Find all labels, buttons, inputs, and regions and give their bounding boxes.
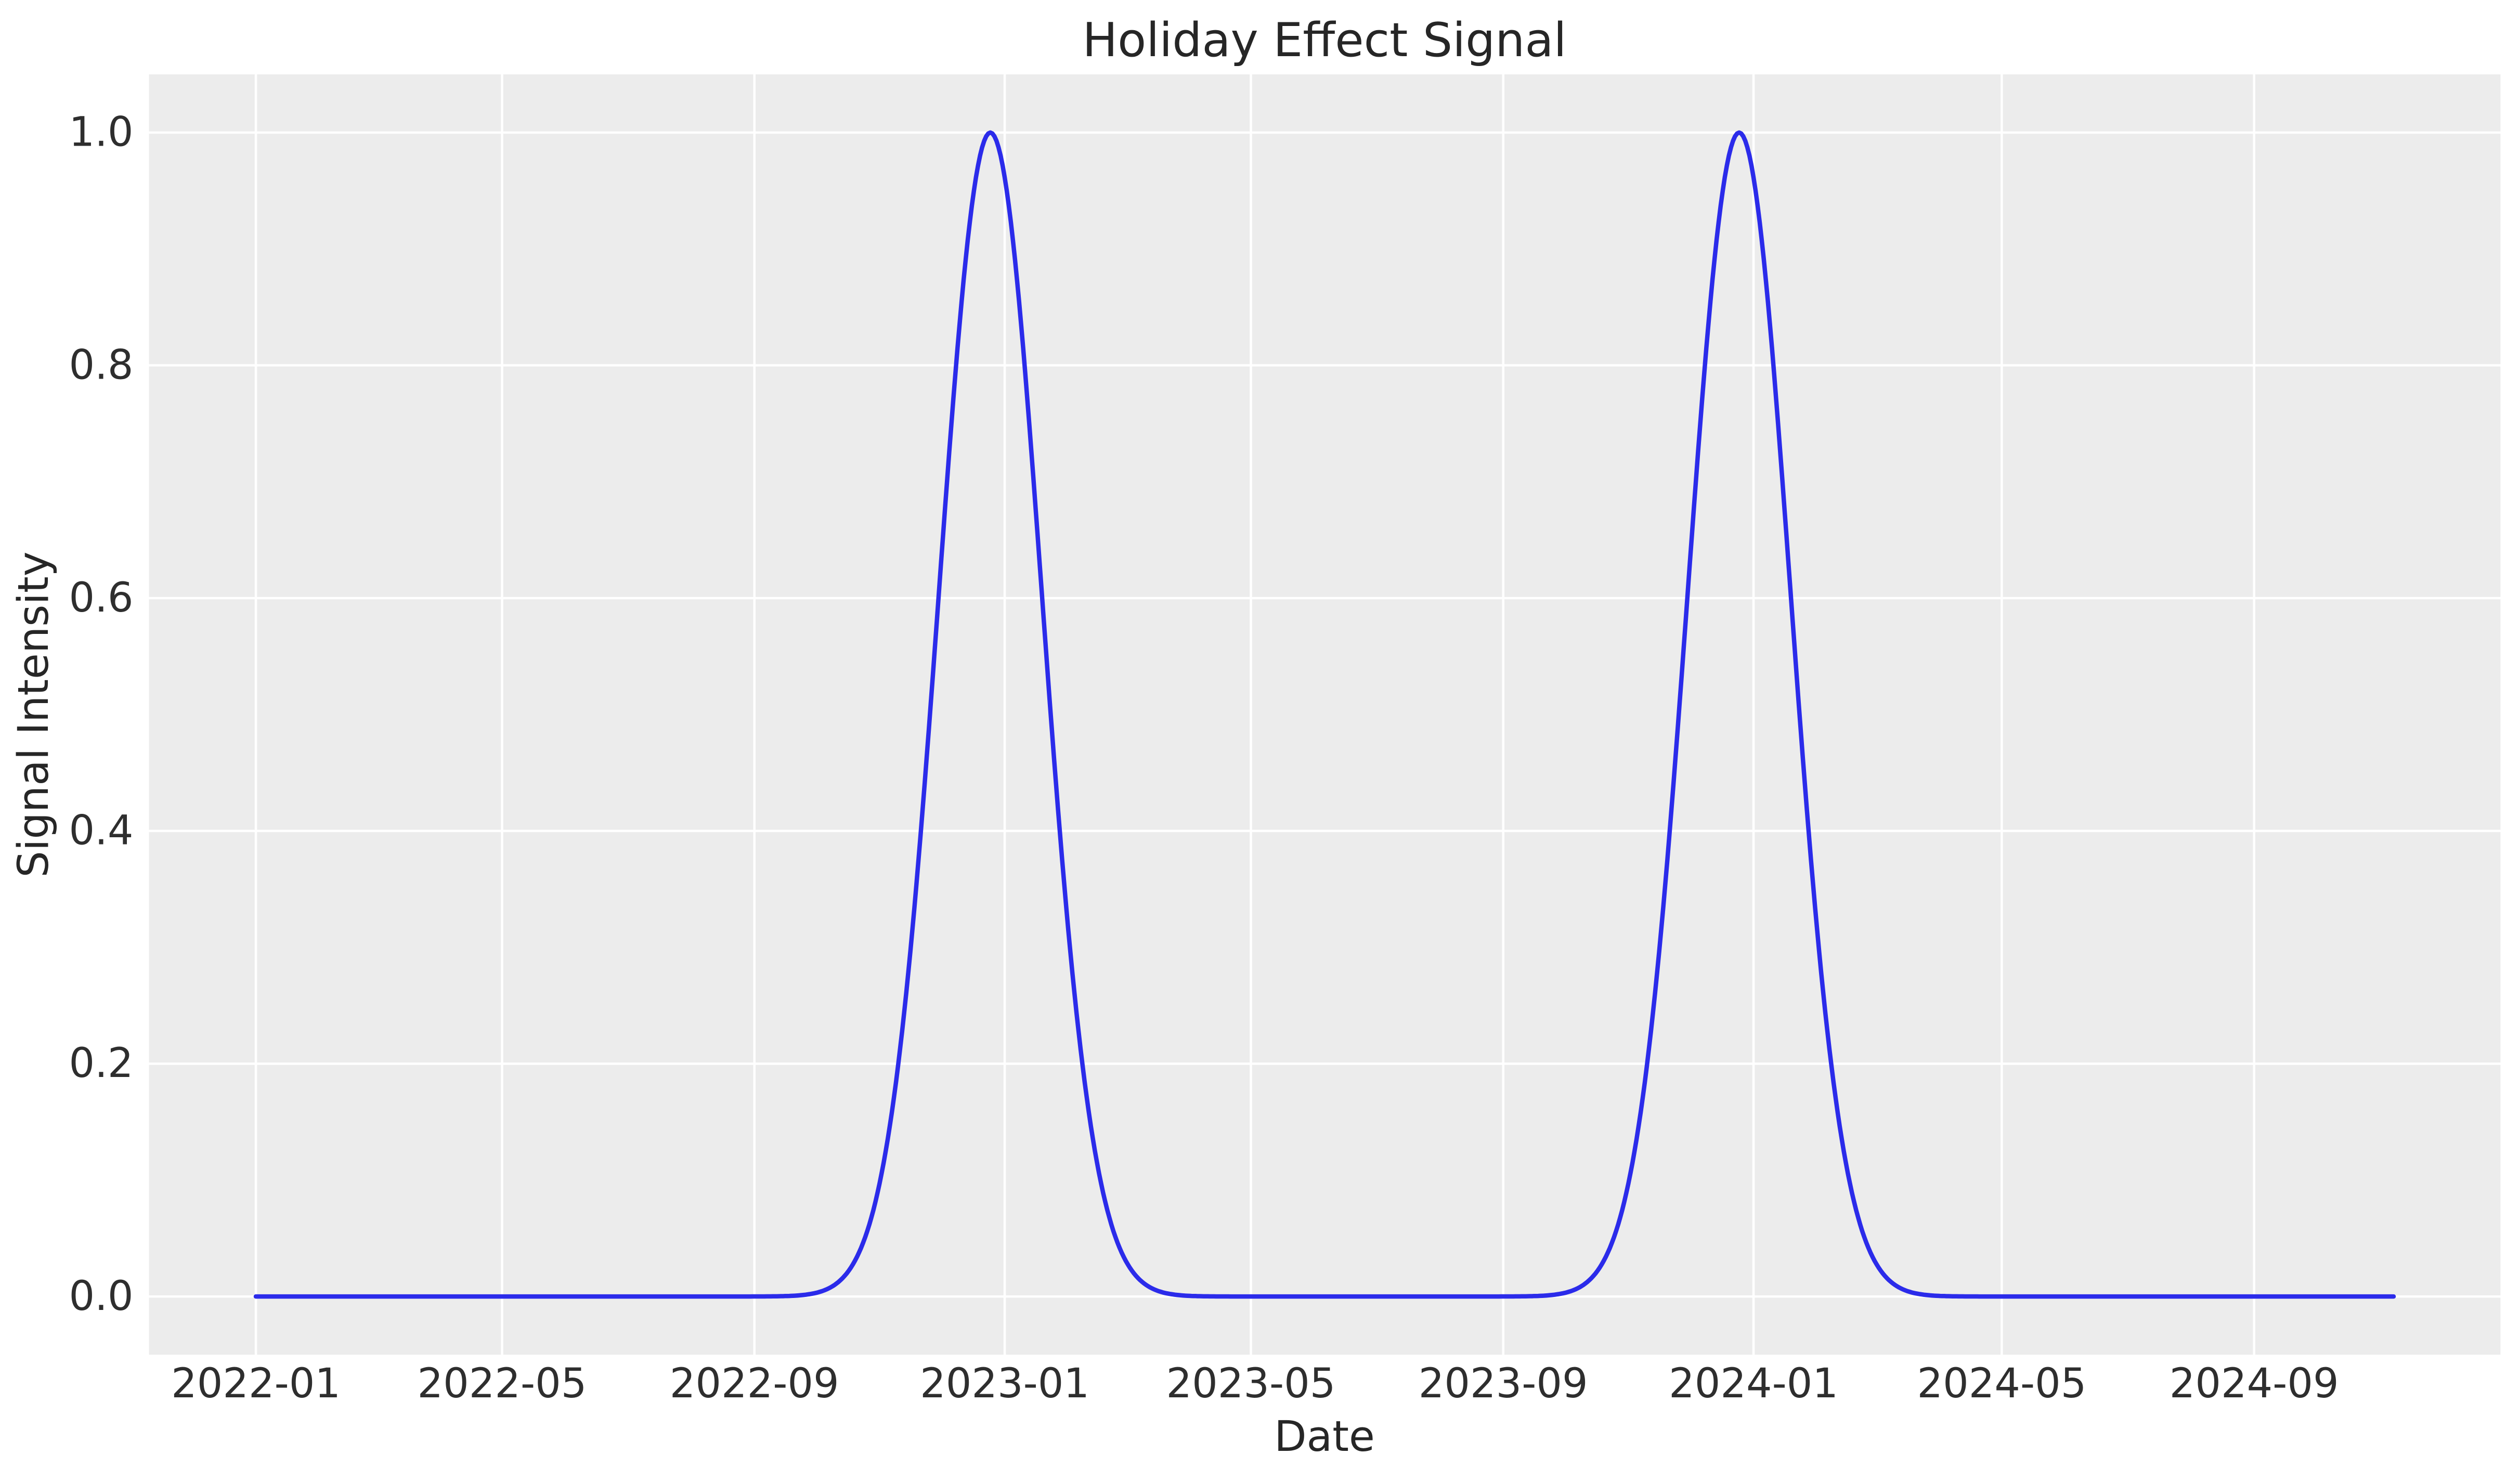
- y-tick-label: 0.4: [69, 808, 133, 854]
- y-axis-label: Signal Intensity: [9, 551, 58, 877]
- y-tick-label: 0.0: [69, 1273, 133, 1320]
- x-axis-label: Date: [1274, 1412, 1375, 1461]
- y-tick-label: 1.0: [69, 109, 133, 156]
- y-tick-label: 0.8: [69, 342, 133, 388]
- x-tick-label: 2023-01: [920, 1360, 1089, 1407]
- holiday-signal-line: [253, 130, 2396, 1299]
- x-tick-label: 2023-09: [1419, 1360, 1588, 1407]
- x-tick-label: 2024-09: [2170, 1360, 2339, 1407]
- x-tick-label: 2024-05: [1917, 1360, 2086, 1407]
- x-tick-label: 2023-05: [1166, 1360, 1336, 1407]
- y-tick-label: 0.2: [69, 1040, 133, 1087]
- x-tick-label: 2024-01: [1669, 1360, 1838, 1407]
- x-tick-label: 2022-01: [171, 1360, 341, 1407]
- chart-title: Holiday Effect Signal: [1083, 13, 1567, 68]
- plot-area: [149, 74, 2501, 1355]
- y-tick-label: 0.6: [69, 575, 133, 621]
- x-tick-label: 2022-05: [418, 1360, 587, 1407]
- x-tick-label: 2022-09: [670, 1360, 839, 1407]
